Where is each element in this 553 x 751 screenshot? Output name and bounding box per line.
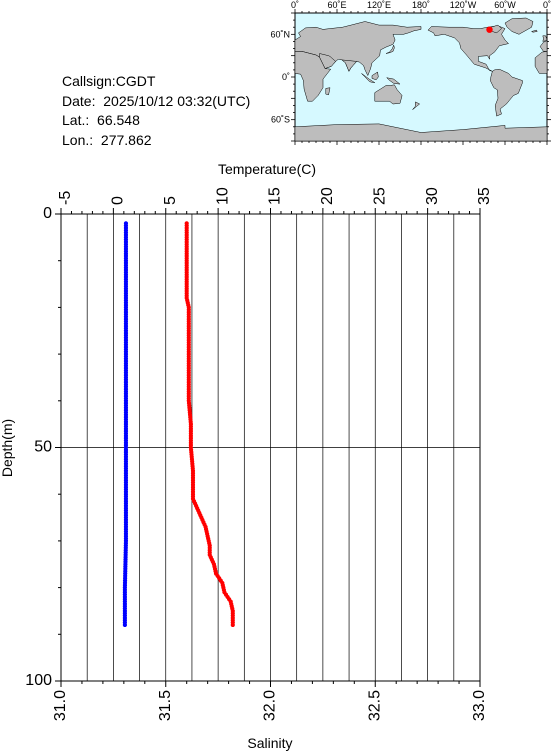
land-uk	[542, 35, 548, 42]
callsign-label: Callsign:	[62, 73, 116, 89]
temperature-tick-label: 5	[162, 196, 179, 205]
land-madagascar	[325, 87, 331, 96]
salinity-axis: 31.0 31.5 32.0 32.5 33.0	[52, 681, 488, 721]
map-ticks: 0˚ 60˚E 120˚E 180˚ 120˚W 60˚W 0˚ 60˚N 0˚ 60˚S	[270, 0, 551, 125]
temperature-series	[122, 221, 129, 628]
lat-value: 66.548	[97, 112, 140, 128]
land-indonesia-1	[361, 73, 375, 83]
land-iceland	[530, 29, 538, 33]
lon-row: Lon.: 277.862	[62, 131, 250, 151]
depth-axis: 0 50 100	[25, 205, 61, 689]
salinity-tick-label: 31.0	[52, 690, 69, 721]
map-lat-label: 60˚S	[271, 115, 290, 125]
temperature-point	[122, 622, 127, 628]
callsign-row: Callsign:CGDT	[62, 72, 250, 92]
land-new-zealand	[412, 101, 421, 110]
depth-tick-label: 100	[25, 672, 52, 689]
salinity-axis-title: Salinity	[247, 735, 292, 751]
salinity-tick-label: 32.0	[262, 690, 279, 721]
map-lon-label: 60˚W	[494, 0, 516, 10]
depth-tick-label: 50	[34, 439, 52, 456]
lat-row: Lat.: 66.548	[62, 111, 250, 131]
temperature-tick-label: 15	[267, 187, 284, 205]
series-layer	[122, 221, 235, 628]
date-label: Date:	[62, 92, 96, 109]
land-arabia	[319, 53, 336, 69]
temperature-axis-title: Temperature(C)	[218, 161, 316, 177]
temperature-tick-label: 10	[214, 187, 231, 205]
map-lon-label: 60˚E	[327, 0, 346, 10]
land-indonesia-2	[371, 71, 379, 81]
land-north-america	[427, 25, 509, 72]
map-lon-label: 120˚W	[450, 0, 477, 10]
temperature-tick-label: 20	[319, 187, 336, 205]
station-marker	[486, 26, 493, 33]
salinity-tick-label: 33.0	[471, 690, 488, 721]
temperature-tick-label: 25	[371, 187, 388, 205]
world-map: 0˚ 60˚E 120˚E 180˚ 120˚W 60˚W 0˚ 60˚N 0˚ 60˚S	[270, 0, 551, 145]
map-lon-label: 0˚	[291, 0, 299, 10]
temperature-tick-label: -5	[57, 191, 74, 205]
land-india	[341, 59, 358, 72]
temperature-tick-label: 0	[110, 196, 127, 205]
map-lat-label: 0˚	[282, 72, 290, 82]
land-europe-west	[539, 40, 548, 52]
map-lon-label: 120˚E	[367, 0, 391, 10]
land-africa-west	[534, 51, 548, 74]
depth-axis-title: Depth(m)	[0, 419, 15, 477]
depth-tick-label: 0	[43, 205, 52, 222]
temperature-tick-label: 35	[476, 187, 493, 205]
date-value: 2025/10/12 03:32(UTC)	[103, 92, 251, 109]
land-japan	[385, 44, 395, 54]
salinity-tick-label: 32.5	[366, 690, 383, 721]
map-lon-label: 180˚	[412, 0, 430, 10]
lon-value: 277.862	[100, 131, 152, 148]
land-greenland	[504, 17, 534, 35]
lon-label: Lon.:	[62, 131, 94, 148]
station-info: Callsign:CGDT Date: 2025/10/12 03:32(UTC…	[62, 72, 250, 150]
lat-label: Lat.:	[62, 112, 90, 128]
land-australia	[374, 84, 403, 105]
land-africa	[294, 51, 332, 102]
map-lat-label: 60˚N	[270, 29, 290, 39]
callsign-value: CGDT	[115, 73, 156, 89]
temperature-axis: -5 0 5 10 15 20 25 30 35	[57, 187, 493, 214]
land-south-america	[490, 68, 523, 117]
salinity-point	[230, 622, 235, 628]
salinity-series	[184, 221, 235, 628]
temperature-tick-label: 30	[424, 187, 441, 205]
land-new-guinea	[385, 77, 401, 85]
salinity-tick-label: 31.5	[157, 690, 174, 721]
date-row: Date: 2025/10/12 03:32(UTC)	[62, 92, 250, 112]
map-frame	[291, 9, 551, 145]
map-land	[294, 17, 548, 142]
map-lon-label: 0˚	[543, 0, 551, 10]
